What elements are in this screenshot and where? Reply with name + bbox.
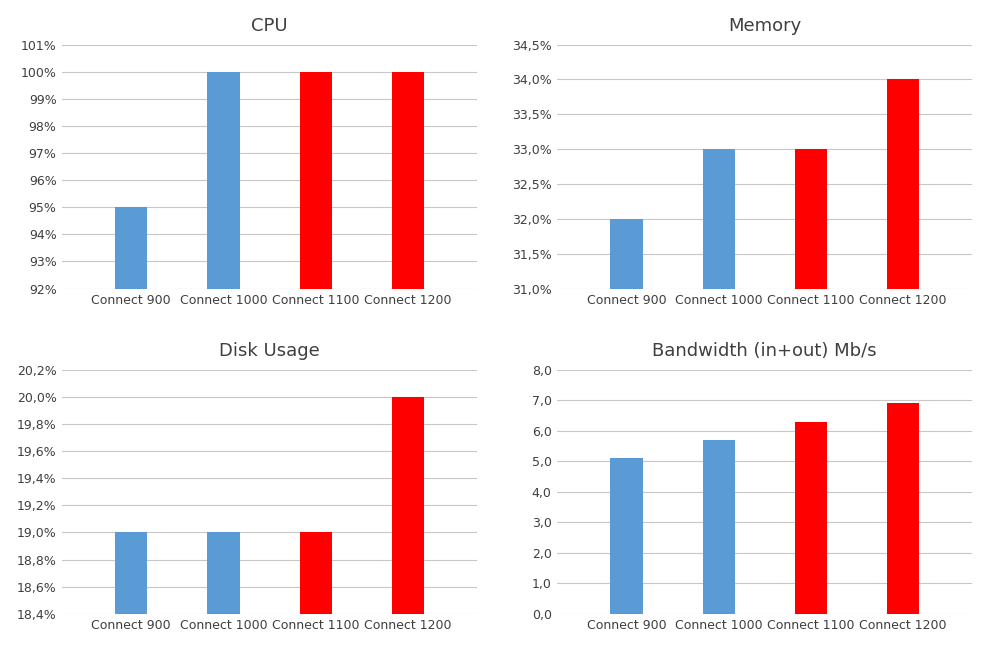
Title: Disk Usage: Disk Usage <box>220 342 320 360</box>
Bar <box>702 149 735 649</box>
Bar <box>208 71 239 649</box>
Bar <box>610 458 643 614</box>
Bar <box>795 149 827 649</box>
Bar <box>115 532 147 649</box>
Title: Bandwidth (in+out) Mb/s: Bandwidth (in+out) Mb/s <box>653 342 877 360</box>
Bar <box>300 532 332 649</box>
Bar <box>887 403 920 614</box>
Bar <box>610 219 643 649</box>
Bar <box>115 207 147 649</box>
Title: CPU: CPU <box>251 17 288 34</box>
Bar <box>392 397 424 649</box>
Title: Memory: Memory <box>728 17 801 34</box>
Bar <box>702 440 735 614</box>
Bar <box>887 79 920 649</box>
Bar <box>392 71 424 649</box>
Bar <box>300 71 332 649</box>
Bar <box>208 532 239 649</box>
Bar <box>795 422 827 614</box>
